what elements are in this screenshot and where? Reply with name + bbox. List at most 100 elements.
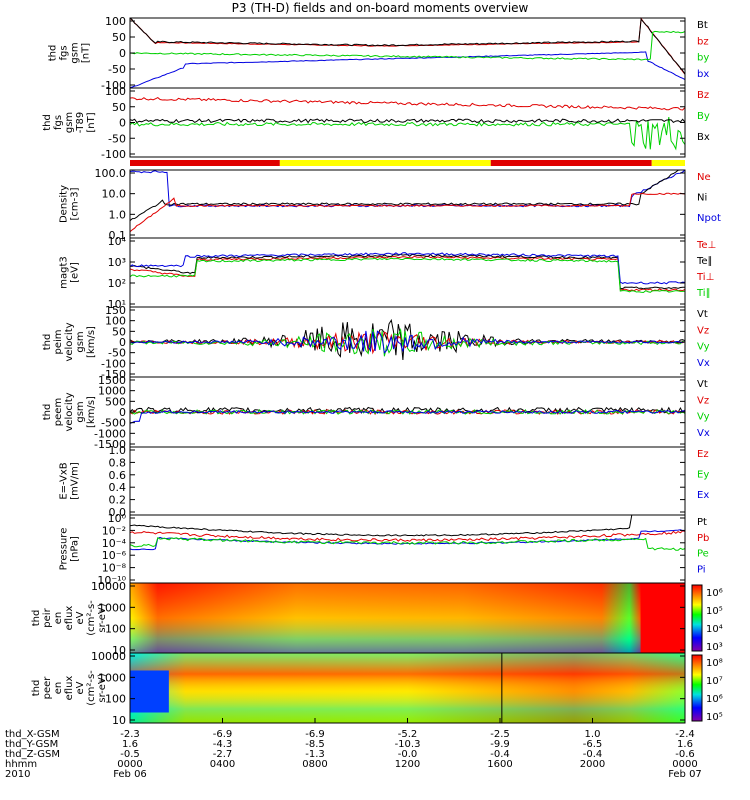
series-line-temp-1	[129, 253, 686, 290]
x-tick-label: 0000	[672, 759, 697, 770]
y-tick-label: 50	[112, 325, 126, 338]
y-tick-label: -50	[108, 132, 126, 145]
y-tick-label: 10⁻²	[102, 524, 126, 537]
x-tick-label: -6.5	[583, 739, 603, 750]
series-line-pressure-3	[129, 536, 686, 551]
x-tick-label: 1600	[487, 759, 512, 770]
x-tick-label: -2.4	[675, 729, 695, 740]
colorbar-peir	[691, 584, 703, 652]
panel-frame-pressure	[129, 514, 686, 584]
y-tick-label: 1000	[98, 671, 126, 684]
y-axis-label-line: [km/s]	[86, 326, 97, 358]
mode-bar-segment-3	[651, 160, 685, 166]
spectrogram-electrons-start	[130, 670, 169, 713]
y-axis-label-line: velocity	[64, 322, 75, 361]
x-tick-label: 0000	[117, 759, 142, 770]
x-tick-label: 1.6	[677, 739, 693, 750]
series-line-vi-2	[129, 327, 686, 357]
y-axis-label-line: thd	[42, 114, 53, 131]
y-axis-label-line: thd	[48, 45, 59, 62]
y-tick-label: 10000	[91, 580, 126, 593]
panel-frame-e	[129, 446, 686, 516]
y-axis-label-line: [eV]	[70, 262, 81, 283]
legend-Vy: Vy	[697, 412, 710, 423]
legend-Te⊥: Te⊥	[696, 240, 716, 251]
y-axis-label-line: gsm	[75, 331, 86, 352]
y-tick-label: 150	[105, 304, 126, 317]
x-tick-label: 2000	[580, 759, 605, 770]
y-tick-label: -100	[101, 357, 126, 370]
y-axis-label-density: Density[cm-3]	[59, 185, 81, 223]
y-tick-label: 0.1	[109, 229, 127, 242]
y-axis-label-line: thd	[31, 680, 42, 697]
y-axis-label-line: fgs	[59, 45, 70, 60]
series-line-fgs-0	[129, 17, 686, 75]
panel-peer: 10000 1000 100 10 thdpeerenefluxeV(cm²-s-sr-…	[31, 650, 723, 727]
y-axis-label-line: gsm	[70, 42, 81, 63]
colorbar-peer	[691, 654, 703, 722]
y-tick-label: 10.0	[102, 188, 127, 201]
panel-e: 1.00.80.60.40.20.0 E=-VxB[mV/m] Ez Ey Ex	[59, 444, 710, 519]
x-tick-label: -10.3	[395, 739, 421, 750]
y-tick-label: -500	[101, 417, 126, 430]
x-row-label: thd_X-GSM	[5, 729, 60, 740]
y-tick-label: 10³	[108, 256, 126, 269]
y-axis-label-line: [cm-3]	[70, 187, 81, 220]
x-row-label: hhmm	[5, 759, 37, 770]
y-axis-label-line: peim	[53, 329, 64, 354]
spectrogram-electrons-overlay	[130, 653, 685, 723]
legend-Vt: Vt	[697, 379, 708, 390]
series-line-fgs2-2	[129, 118, 686, 124]
y-tick-label: 10⁰	[108, 512, 127, 525]
legend-Ti∥: Ti∥	[696, 288, 711, 299]
y-axis-label-line: peer	[42, 676, 53, 700]
mode-bar	[130, 160, 685, 166]
x-tick-label: -0.5	[120, 749, 140, 760]
y-axis-label-vi: thdpeimvelocitygsm[km/s]	[42, 322, 97, 361]
mode-bar-segment-1	[279, 160, 491, 166]
colorbar-label: 10⁷	[706, 676, 723, 687]
x-tick-label: -1.3	[305, 749, 325, 760]
legend-Vy: Vy	[697, 342, 710, 353]
series-line-vi-3	[129, 330, 686, 354]
series-line-pressure-1	[129, 530, 686, 543]
series-line-temp-2	[129, 252, 686, 285]
y-axis-label-line: (cm²-s-	[86, 600, 97, 636]
mode-bar-segment-0	[130, 160, 280, 166]
colorbar-label: 10³	[706, 642, 723, 653]
y-tick-label: 1000	[98, 601, 126, 614]
y-tick-label: -50	[108, 347, 126, 360]
y-tick-label: 0.0	[109, 506, 127, 519]
y-tick-label: 10⁻⁸	[102, 562, 127, 575]
series-line-vi-0	[129, 318, 686, 361]
y-axis-label-line: gsm	[75, 401, 86, 422]
x-tick-label: 0400	[210, 759, 235, 770]
x-tick-label: -2.3	[120, 729, 140, 740]
x-tick-label: 0800	[302, 759, 327, 770]
y-axis-label-line: en	[53, 682, 64, 695]
series-line-fgs-1	[129, 17, 686, 75]
y-axis-label-ve: thdpeemvelocitygsm[km/s]	[42, 392, 97, 431]
y-axis-label-line: E=-VxB	[59, 462, 70, 499]
x-tick-label: -8.5	[305, 739, 325, 750]
series-line-temp-3	[129, 257, 686, 294]
x-tick-label: -2.5	[490, 729, 510, 740]
y-tick-label: 100	[105, 15, 126, 28]
y-axis-label-line: sr-eV)	[97, 603, 108, 632]
series-line-temp-0	[129, 255, 686, 292]
spectrogram-ions-end	[640, 583, 685, 653]
y-tick-label: -1500	[94, 438, 126, 451]
legend-Ex: Ex	[697, 490, 709, 501]
panel-density: 100.0 10.0 1.0 0.1 Density[cm-3] Ne Ni Npot	[59, 167, 721, 242]
x-row-label: 2010	[5, 769, 30, 780]
panel-fgs: 100 50 0 -50 -100 thdfgsgsm[nT] Bt bz by bx	[48, 15, 710, 92]
y-tick-label: 0	[119, 47, 126, 60]
legend-Npot: Npot	[697, 213, 721, 224]
legend-Ti⊥: Ti⊥	[696, 272, 714, 283]
y-tick-label: 10¹	[108, 298, 126, 311]
y-tick-label: 10²	[108, 277, 126, 290]
colorbar-label: 10⁵	[706, 712, 723, 723]
